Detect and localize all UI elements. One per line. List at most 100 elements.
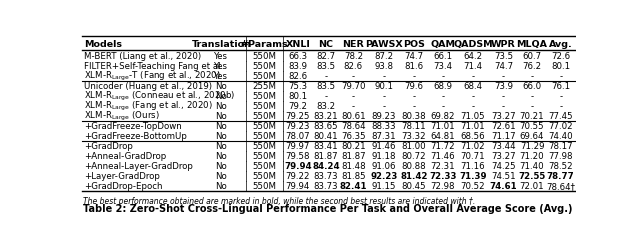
Text: 73.5: 73.5 xyxy=(494,52,513,61)
Text: 81.6: 81.6 xyxy=(404,62,424,71)
Text: 90.1: 90.1 xyxy=(374,82,393,91)
Text: -: - xyxy=(413,72,415,81)
Text: 83.2: 83.2 xyxy=(316,102,335,111)
Text: QADSM: QADSM xyxy=(453,40,493,49)
Text: 71.01: 71.01 xyxy=(461,122,485,131)
Text: 83.21: 83.21 xyxy=(314,112,338,121)
Text: 71.29: 71.29 xyxy=(520,142,544,151)
Text: 550M: 550M xyxy=(252,92,276,101)
Text: -: - xyxy=(382,92,385,101)
Text: -: - xyxy=(502,102,505,111)
Text: 73.9: 73.9 xyxy=(494,82,513,91)
Text: +GradFreeze-BottomUp: +GradFreeze-BottomUp xyxy=(84,132,188,141)
Text: -: - xyxy=(441,72,444,81)
Text: 79.58: 79.58 xyxy=(285,152,310,161)
Text: 81.42: 81.42 xyxy=(401,172,428,182)
Text: No: No xyxy=(216,112,227,121)
Text: -: - xyxy=(472,72,475,81)
Text: QAM: QAM xyxy=(430,40,455,49)
Text: -: - xyxy=(502,92,505,101)
Text: 81.00: 81.00 xyxy=(402,142,426,151)
Text: 80.88: 80.88 xyxy=(402,162,426,171)
Text: 78.07: 78.07 xyxy=(285,132,310,141)
Text: 83.9: 83.9 xyxy=(288,62,307,71)
Text: No: No xyxy=(216,152,227,161)
Text: 92.23: 92.23 xyxy=(370,172,397,182)
Text: 69.64: 69.64 xyxy=(520,132,544,141)
Text: No: No xyxy=(216,172,227,182)
Text: NER: NER xyxy=(342,40,364,49)
Text: 91.15: 91.15 xyxy=(371,182,396,191)
Text: 550M: 550M xyxy=(252,62,276,71)
Text: 72.33: 72.33 xyxy=(429,172,456,182)
Text: 66.3: 66.3 xyxy=(288,52,307,61)
Text: Models: Models xyxy=(84,40,122,49)
Text: FILTER+Self-Teaching Fang et al.: FILTER+Self-Teaching Fang et al. xyxy=(84,62,223,71)
Text: -: - xyxy=(531,72,534,81)
Text: 83.73: 83.73 xyxy=(314,172,338,182)
Text: 79.94: 79.94 xyxy=(285,182,310,191)
Text: 84.24: 84.24 xyxy=(312,162,340,171)
Text: 78.64†: 78.64† xyxy=(546,182,575,191)
Text: 72.01: 72.01 xyxy=(520,182,545,191)
Text: 88.33: 88.33 xyxy=(371,122,396,131)
Text: No: No xyxy=(216,82,227,91)
Text: 68.9: 68.9 xyxy=(433,82,452,91)
Text: 87.2: 87.2 xyxy=(374,52,394,61)
Text: WPR: WPR xyxy=(491,40,516,49)
Text: 91.46: 91.46 xyxy=(371,142,396,151)
Text: 74.7: 74.7 xyxy=(404,52,424,61)
Text: -: - xyxy=(382,72,385,81)
Text: Table 2: Zero-Shot Cross-Lingual Performance Per Task and Overall Average Score : Table 2: Zero-Shot Cross-Lingual Perform… xyxy=(83,204,573,213)
Text: 71.72: 71.72 xyxy=(431,142,455,151)
Text: +Layer-GradDrop: +Layer-GradDrop xyxy=(84,172,161,182)
Text: 550M: 550M xyxy=(252,172,276,182)
Text: POS: POS xyxy=(403,40,425,49)
Text: 77.02: 77.02 xyxy=(548,122,573,131)
Text: 550M: 550M xyxy=(252,122,276,131)
Text: 82.6: 82.6 xyxy=(344,62,363,71)
Text: 78.77: 78.77 xyxy=(547,172,575,182)
Text: 79.97: 79.97 xyxy=(285,142,310,151)
Text: 550M: 550M xyxy=(252,162,276,171)
Text: 72.55: 72.55 xyxy=(518,172,546,182)
Text: #Params: #Params xyxy=(241,40,288,49)
Text: 82.7: 82.7 xyxy=(316,52,335,61)
Text: 73.27: 73.27 xyxy=(491,152,516,161)
Text: 74.7: 74.7 xyxy=(494,62,513,71)
Text: 77.98: 77.98 xyxy=(548,152,573,161)
Text: 550M: 550M xyxy=(252,72,276,81)
Text: 550M: 550M xyxy=(252,52,276,61)
Text: 83.5: 83.5 xyxy=(316,62,335,71)
Text: 79.25: 79.25 xyxy=(285,112,310,121)
Text: +GradFreeze-TopDown: +GradFreeze-TopDown xyxy=(84,122,182,131)
Text: PAWSX: PAWSX xyxy=(365,40,403,49)
Text: -: - xyxy=(441,92,444,101)
Text: No: No xyxy=(216,132,227,141)
Text: 73.32: 73.32 xyxy=(402,132,426,141)
Text: 60.7: 60.7 xyxy=(522,52,541,61)
Text: 78.11: 78.11 xyxy=(402,122,426,131)
Text: 72.98: 72.98 xyxy=(431,182,455,191)
Text: 76.1: 76.1 xyxy=(551,82,570,91)
Text: 76.2: 76.2 xyxy=(522,62,541,71)
Text: Yes: Yes xyxy=(214,72,228,81)
Text: 74.61: 74.61 xyxy=(490,182,517,191)
Text: 79.22: 79.22 xyxy=(285,172,310,182)
Text: No: No xyxy=(216,162,227,171)
Text: MLQA: MLQA xyxy=(516,40,548,49)
Text: 71.01: 71.01 xyxy=(431,122,455,131)
Text: No: No xyxy=(216,122,227,131)
Text: 80.1: 80.1 xyxy=(551,62,570,71)
Text: 75.3: 75.3 xyxy=(288,82,307,91)
Text: 80.45: 80.45 xyxy=(402,182,426,191)
Text: +GradDrop-Epoch: +GradDrop-Epoch xyxy=(84,182,163,191)
Text: No: No xyxy=(216,182,227,191)
Text: 550M: 550M xyxy=(252,112,276,121)
Text: -: - xyxy=(324,72,328,81)
Text: -: - xyxy=(472,102,475,111)
Text: 80.61: 80.61 xyxy=(341,112,365,121)
Text: XLM-R$_{\mathregular{Large}}$ (Conneau et al., 2020b): XLM-R$_{\mathregular{Large}}$ (Conneau e… xyxy=(84,90,236,103)
Text: 71.4: 71.4 xyxy=(463,62,483,71)
Text: 83.5: 83.5 xyxy=(316,82,335,91)
